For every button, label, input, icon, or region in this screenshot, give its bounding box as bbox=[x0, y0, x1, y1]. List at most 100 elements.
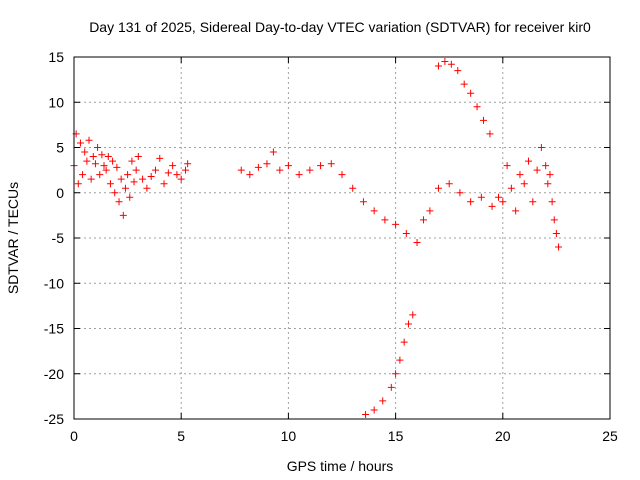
data-point bbox=[454, 67, 462, 75]
data-point bbox=[419, 216, 427, 224]
data-point bbox=[89, 153, 97, 161]
data-point bbox=[387, 383, 395, 391]
series-segment-early-noisy bbox=[70, 130, 192, 219]
data-point bbox=[263, 160, 271, 168]
data-point bbox=[507, 184, 515, 192]
data-point bbox=[370, 207, 378, 215]
data-point bbox=[184, 160, 192, 168]
data-point bbox=[413, 239, 421, 247]
data-point bbox=[102, 166, 110, 174]
data-point bbox=[503, 162, 511, 170]
x-tick-label: 0 bbox=[70, 428, 78, 444]
data-point bbox=[113, 163, 121, 171]
data-point bbox=[499, 198, 507, 206]
data-point bbox=[546, 171, 554, 179]
y-tick-label: 10 bbox=[48, 94, 64, 110]
data-point bbox=[126, 193, 134, 201]
data-points bbox=[70, 58, 563, 418]
data-point bbox=[552, 229, 560, 237]
data-point bbox=[130, 178, 138, 186]
x-axis-label: GPS time / hours bbox=[287, 458, 394, 474]
data-point bbox=[181, 166, 189, 174]
data-point bbox=[139, 175, 147, 183]
data-point bbox=[160, 180, 168, 188]
data-point bbox=[104, 153, 112, 161]
data-point bbox=[529, 198, 537, 206]
data-point bbox=[434, 62, 442, 70]
data-point bbox=[246, 171, 254, 179]
data-point bbox=[467, 89, 475, 97]
data-point bbox=[533, 166, 541, 174]
data-point bbox=[426, 207, 434, 215]
data-point bbox=[306, 166, 314, 174]
y-tick-label: -15 bbox=[44, 321, 64, 337]
data-point bbox=[76, 139, 84, 147]
x-tick-label: 15 bbox=[388, 428, 404, 444]
data-point bbox=[434, 184, 442, 192]
y-tick-label: -20 bbox=[44, 366, 64, 382]
data-point bbox=[74, 180, 82, 188]
data-point bbox=[477, 193, 485, 201]
data-point bbox=[91, 160, 99, 168]
data-point bbox=[402, 229, 410, 237]
data-point bbox=[269, 148, 277, 156]
series-segment-late-noisy bbox=[499, 144, 563, 251]
data-point bbox=[121, 184, 129, 192]
data-point bbox=[169, 162, 177, 170]
y-tick-label: 5 bbox=[56, 140, 64, 156]
x-tick-label: 25 bbox=[602, 428, 618, 444]
data-point bbox=[79, 171, 87, 179]
data-point bbox=[456, 189, 464, 197]
data-point bbox=[445, 180, 453, 188]
tick-labels: 0 5 10 15 20 25 15 10 5 0 -5 -10 -15 -20 -25 bbox=[44, 49, 618, 444]
data-point bbox=[119, 211, 127, 219]
data-point bbox=[284, 162, 292, 170]
data-point bbox=[404, 320, 412, 328]
data-point bbox=[173, 171, 181, 179]
y-tick-label: -5 bbox=[52, 230, 65, 246]
data-point bbox=[548, 198, 556, 206]
data-point bbox=[516, 171, 524, 179]
data-point bbox=[295, 171, 303, 179]
data-point bbox=[544, 180, 552, 188]
data-point bbox=[100, 162, 108, 170]
data-point bbox=[512, 207, 520, 215]
data-point bbox=[359, 198, 367, 206]
data-point bbox=[147, 172, 155, 180]
data-point bbox=[177, 175, 185, 183]
x-tick-label: 20 bbox=[495, 428, 511, 444]
data-point bbox=[156, 154, 164, 162]
data-point bbox=[124, 171, 132, 179]
chart-title: Day 131 of 2025, Sidereal Day-to-day VTE… bbox=[89, 19, 591, 35]
data-point bbox=[542, 162, 550, 170]
plot-frame bbox=[73, 56, 611, 420]
data-point bbox=[254, 163, 262, 171]
data-point bbox=[111, 189, 119, 197]
data-point bbox=[486, 130, 494, 138]
data-point bbox=[83, 157, 91, 165]
data-point bbox=[392, 220, 400, 228]
data-point bbox=[555, 243, 563, 251]
series-segment-middle-band bbox=[237, 148, 503, 247]
data-point bbox=[338, 171, 346, 179]
grid-lines bbox=[74, 57, 610, 419]
series-segment-rising-lower bbox=[362, 311, 417, 418]
data-point bbox=[115, 198, 123, 206]
data-point bbox=[460, 80, 468, 88]
y-tick-label: -10 bbox=[44, 275, 64, 291]
data-point bbox=[85, 136, 93, 144]
data-point bbox=[81, 148, 89, 156]
data-point bbox=[117, 175, 125, 183]
data-point bbox=[379, 397, 387, 405]
data-point bbox=[132, 166, 140, 174]
data-point bbox=[317, 162, 325, 170]
data-point bbox=[409, 311, 417, 319]
data-point bbox=[495, 193, 503, 201]
data-point bbox=[480, 116, 488, 124]
y-tick-label: 0 bbox=[56, 185, 64, 201]
data-point bbox=[109, 157, 117, 165]
data-point bbox=[447, 60, 455, 68]
data-point bbox=[520, 180, 528, 188]
data-point bbox=[94, 144, 102, 151]
